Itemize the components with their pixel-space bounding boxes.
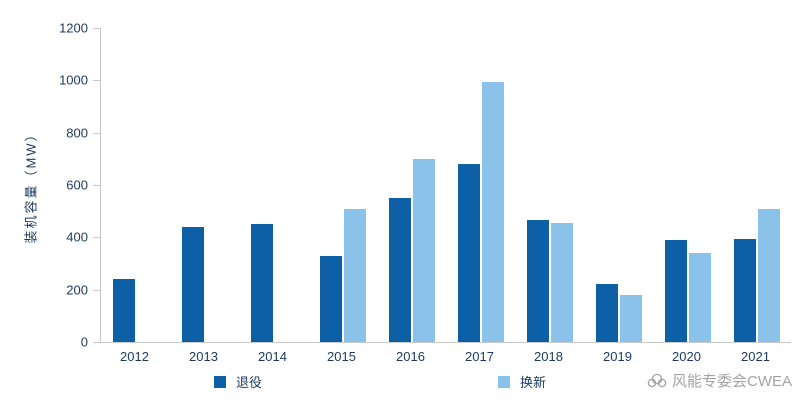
bar-换新-2020 [688,253,711,342]
legend-item-换新: 换新 [498,372,546,391]
y-tick-mark [93,185,100,186]
y-tick-mark [93,80,100,82]
x-tick-label: 2021 [741,349,770,364]
x-tick-label: 2017 [465,349,494,364]
bar-退役-2017 [457,164,480,342]
x-tick-label: 2016 [396,349,425,364]
y-tick-mark [93,289,100,291]
x-tick-label: 2019 [603,349,632,364]
watermark: 风能专委会CWEA [646,370,792,391]
y-tick-mark [93,342,100,343]
bar-换新-2015 [343,208,366,342]
x-tick-label: 2020 [672,349,701,364]
y-tick-label: 200 [66,282,88,298]
y-tick-label: 400 [66,229,88,245]
cloud-logo-icon [646,372,668,390]
legend-label: 换新 [520,375,547,390]
bar-换新-2017 [481,81,504,342]
bar-退役-2012 [112,279,135,342]
y-tick-label: 0 [80,334,88,350]
bar-换新-2018 [550,222,573,342]
legend: 退役 换新 [0,372,760,391]
x-axis: 2012 2013 2014 2015 2016 2017 2018 2019 2020 2021 [100,349,790,369]
legend-swatch [498,375,510,388]
y-tick-label: 600 [66,177,88,193]
legend-swatch [213,375,226,388]
y-tick-label: 1200 [59,20,88,36]
bar-换新-2021 [757,208,780,342]
x-tick-label: 2015 [327,349,356,364]
plot-area [100,28,791,343]
bar-退役-2016 [388,198,411,342]
x-tick-label: 2014 [258,349,287,364]
y-tick-mark [93,132,100,134]
plot-wrap: 0 200 400 600 800 1000 1200 2012 2013 2014 2015 20… [59,21,791,364]
bar-换新-2016 [412,158,435,342]
y-tick-label: 800 [66,125,88,141]
x-tick-label: 2013 [189,349,218,364]
y-tick-label: 1000 [59,72,88,88]
bar-退役-2014 [250,224,273,342]
y-axis-title: 装机容量（MW） [23,126,39,244]
y-tick-mark [93,28,100,29]
legend-label: 退役 [235,375,262,390]
bar-退役-2013 [181,226,204,342]
bar-退役-2018 [526,220,549,342]
bar-退役-2019 [595,284,618,342]
legend-item-退役: 退役 [213,372,262,391]
watermark-text: 风能专委会CWEA [671,373,792,390]
bar-退役-2015 [319,255,342,342]
bar-退役-2021 [733,238,756,342]
x-tick-label: 2018 [534,349,563,364]
bar-退役-2020 [664,239,687,342]
y-tick-mark [93,237,100,239]
x-tick-label: 2012 [120,349,149,364]
bar-换新-2019 [619,294,642,342]
